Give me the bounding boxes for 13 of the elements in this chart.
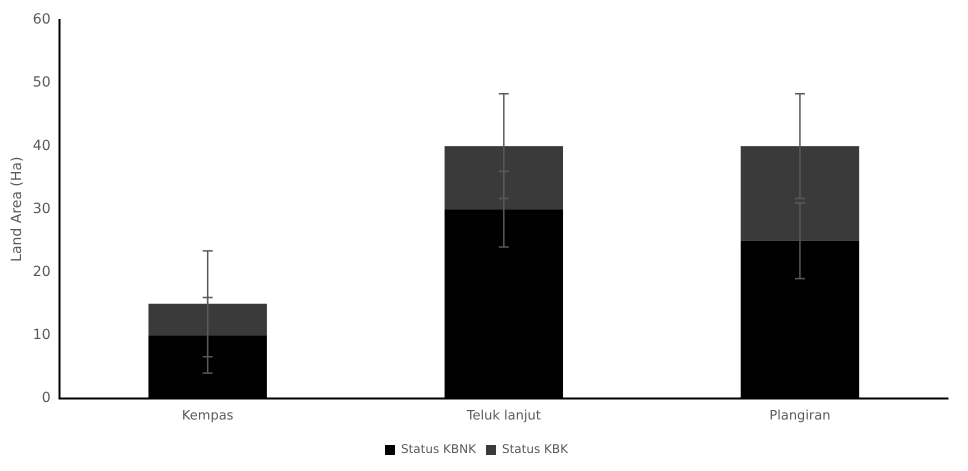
y-tick-label: 30 xyxy=(32,200,51,217)
x-tick-label: Plangiran xyxy=(769,408,830,424)
y-tick-label: 0 xyxy=(42,390,51,406)
y-tick-label: 40 xyxy=(32,138,51,154)
legend-label: Status KBK xyxy=(502,442,570,456)
y-tick-label: 10 xyxy=(32,326,51,343)
x-tick-label: Teluk lanjut xyxy=(466,408,541,424)
x-tick-label: Kempas xyxy=(182,408,234,424)
y-axis-title: Land Area (Ha) xyxy=(9,156,26,262)
y-tick-label: 20 xyxy=(32,264,51,280)
y-tick-label: 60 xyxy=(32,12,51,28)
legend-label: Status KBNK xyxy=(400,442,478,456)
y-tick-label: 50 xyxy=(32,74,51,91)
